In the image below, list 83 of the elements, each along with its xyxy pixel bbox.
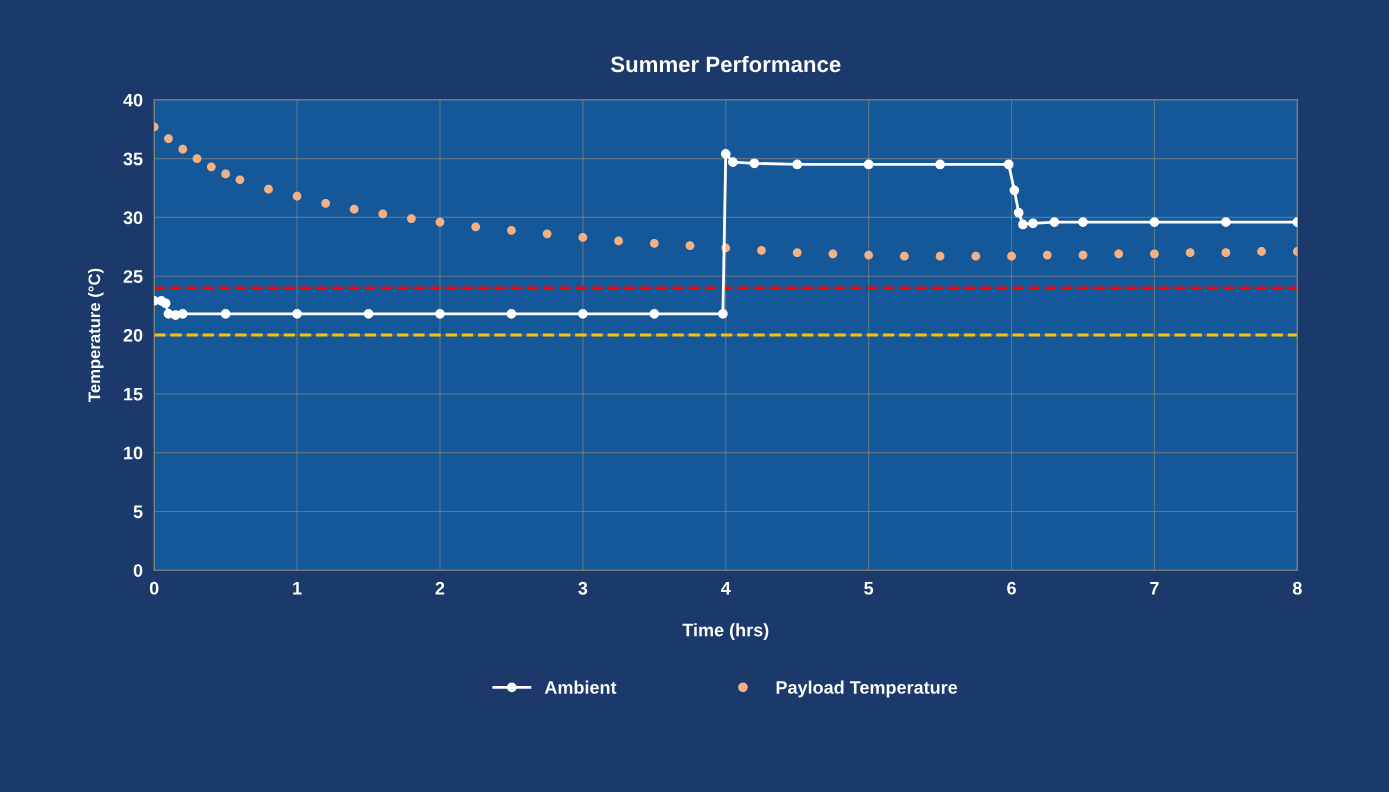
point	[192, 154, 202, 163]
point	[792, 159, 803, 170]
point	[614, 236, 623, 246]
x-tick-label: 5	[864, 582, 874, 595]
point	[1028, 218, 1038, 229]
point	[235, 175, 245, 185]
y-tick-label: 35	[123, 152, 143, 166]
point	[718, 308, 728, 319]
point	[264, 184, 273, 194]
point	[577, 308, 588, 319]
point	[435, 308, 445, 319]
x-tick-label: 1	[293, 582, 302, 595]
point	[1007, 251, 1016, 261]
point	[1114, 249, 1124, 259]
point	[1013, 207, 1024, 218]
x-tick-label: 3	[578, 581, 588, 595]
point	[757, 245, 766, 255]
point	[863, 159, 874, 170]
legend-label: Ambient	[544, 680, 617, 694]
point	[292, 191, 302, 201]
point	[378, 209, 388, 219]
y-tick-label: 5	[133, 505, 143, 519]
point	[506, 308, 517, 319]
point	[178, 144, 188, 154]
x-tick-label: 4	[721, 582, 731, 595]
point	[206, 162, 216, 172]
x-tick-label: 7	[1150, 582, 1159, 595]
point	[220, 308, 231, 319]
x-tick-label: 8	[1292, 581, 1302, 595]
point	[177, 308, 188, 319]
point	[321, 198, 331, 208]
point	[899, 251, 909, 261]
x-tick-label: 0	[149, 581, 159, 595]
y-tick-label: 15	[124, 387, 143, 401]
point	[435, 217, 445, 227]
point	[728, 157, 738, 167]
point	[935, 159, 945, 170]
point	[1049, 217, 1060, 227]
point	[1009, 185, 1020, 196]
point	[792, 248, 802, 258]
point	[1185, 248, 1195, 258]
y-tick-label: 30	[123, 211, 143, 225]
y-axis-title: Temperature (°C)	[88, 268, 104, 402]
point	[578, 233, 588, 242]
point	[935, 251, 945, 261]
point	[749, 158, 760, 169]
point	[1078, 250, 1088, 260]
x-tick-label: 6	[1007, 581, 1016, 595]
point	[649, 238, 659, 248]
point	[1149, 217, 1160, 227]
point	[864, 250, 874, 260]
point	[221, 169, 231, 179]
point	[363, 308, 374, 319]
x-tick-label: 2	[435, 581, 445, 595]
y-tick-label: 10	[124, 446, 143, 460]
y-tick-label: 0	[133, 564, 143, 577]
point	[1003, 159, 1014, 170]
point	[1221, 217, 1231, 227]
point	[160, 298, 171, 309]
point	[1078, 217, 1088, 227]
point	[1150, 249, 1159, 259]
chart-title: Summer Performance	[610, 55, 841, 73]
point	[971, 251, 981, 261]
point	[1221, 248, 1231, 258]
point	[828, 249, 838, 259]
point	[407, 214, 416, 223]
y-tick-label: 40	[123, 93, 143, 107]
point	[649, 308, 660, 319]
point	[292, 308, 302, 319]
point	[1018, 219, 1028, 230]
point	[507, 225, 516, 235]
point	[685, 241, 695, 251]
point	[542, 229, 552, 239]
legend-label: Payload Temperature	[776, 680, 958, 698]
y-tick-label: 20	[123, 328, 143, 342]
point	[164, 134, 173, 143]
point	[471, 222, 481, 232]
point	[349, 204, 359, 214]
point	[1257, 247, 1266, 256]
point	[1042, 250, 1052, 260]
y-tick-label: 25	[123, 270, 143, 283]
x-axis-title: Time (hrs)	[682, 623, 769, 641]
point	[720, 149, 731, 159]
